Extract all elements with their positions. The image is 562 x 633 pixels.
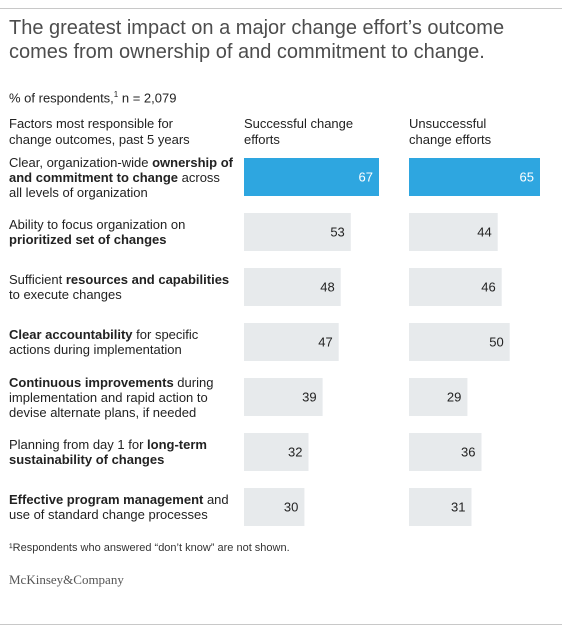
category-label-part: to execute changes xyxy=(9,287,122,302)
bar-successful-3 xyxy=(244,323,339,361)
category-label-part: ownership of and commitment to change xyxy=(9,154,233,185)
series-header-unsuccessful: Unsuccessful change efforts xyxy=(409,116,492,147)
bar-successful-1 xyxy=(244,213,351,251)
data-label: 53 xyxy=(330,225,344,240)
category-label-part: and use of standard change processes xyxy=(9,492,229,522)
bar-unsuccessful-6 xyxy=(409,488,472,526)
bar-successful-6 xyxy=(244,488,305,526)
footnote: ¹Respondents who answered “don’t know” a… xyxy=(9,542,290,554)
category-label-part: Effective program management xyxy=(9,492,204,507)
data-label: 29 xyxy=(447,390,461,405)
data-label: 48 xyxy=(320,280,334,295)
data-label: 50 xyxy=(489,335,503,350)
category-label: Clear accountability for specific action… xyxy=(9,327,234,357)
category-label: Effective program management and use of … xyxy=(9,492,234,522)
sample-size: n = 2,079 xyxy=(118,90,177,106)
data-label: 32 xyxy=(288,445,302,460)
category-label: Sufficient resources and capabilities to… xyxy=(9,272,234,302)
category-label-part: long-term sustainability of changes xyxy=(9,437,207,467)
data-label: 31 xyxy=(451,500,465,515)
data-label: 36 xyxy=(461,445,475,460)
category-label-part: Planning from day 1 for xyxy=(9,437,148,452)
data-label: 65 xyxy=(520,170,534,185)
data-label: 30 xyxy=(284,500,298,515)
bar-unsuccessful-2 xyxy=(409,268,502,306)
category-label-part: Ability to focus organization on xyxy=(9,217,186,232)
category-label: Planning from day 1 for long-term sustai… xyxy=(9,437,234,467)
category-label-part: Clear, organization-wide xyxy=(9,154,153,170)
bar-successful-5 xyxy=(244,433,309,471)
bar-successful-0 xyxy=(244,158,379,196)
bar-unsuccessful-5 xyxy=(409,433,482,471)
data-label: 47 xyxy=(318,335,332,350)
bar-unsuccessful-0 xyxy=(409,158,540,196)
chart-title: The greatest impact on a major change ef… xyxy=(9,17,505,63)
category-label-part: across all levels of organization xyxy=(9,169,220,200)
category-label-part: prioritized set of changes xyxy=(9,232,167,247)
category-label: Ability to focus organization on priorit… xyxy=(9,217,234,247)
category-label-part: during implementation and rapid action t… xyxy=(9,374,214,420)
mckinsey-logo: McKinsey&Company xyxy=(9,572,124,587)
bar-successful-2 xyxy=(244,268,341,306)
bottom-rule xyxy=(0,624,562,625)
bar-unsuccessful-4 xyxy=(409,378,468,416)
series-header-successful: Successful change efforts xyxy=(244,116,354,147)
data-label: 46 xyxy=(481,280,495,295)
category-label-part: Clear accountability xyxy=(9,327,133,342)
unit-label: % of respondents,1 n = 2,079 xyxy=(9,90,176,105)
category-header: Factors most responsible for change outc… xyxy=(9,116,190,147)
unit-text: % of respondents, xyxy=(9,90,114,106)
category-label-part: Sufficient xyxy=(9,272,66,287)
data-label: 44 xyxy=(477,225,491,240)
bar-unsuccessful-3 xyxy=(409,323,510,361)
bar-successful-4 xyxy=(244,378,323,416)
category-label: Clear, organization-wide ownership of an… xyxy=(9,155,234,200)
category-label-part: resources and capabilities xyxy=(65,272,230,287)
category-label-part: Continuous improvements xyxy=(9,374,174,390)
top-rule xyxy=(0,8,562,9)
data-label: 39 xyxy=(302,390,316,405)
category-label-part: for specific actions during implementati… xyxy=(9,327,199,357)
category-label: Continuous improvements during implement… xyxy=(9,375,234,420)
bar-unsuccessful-1 xyxy=(409,213,498,251)
unit-note-marker: 1 xyxy=(113,90,119,99)
data-label: 67 xyxy=(359,170,373,185)
